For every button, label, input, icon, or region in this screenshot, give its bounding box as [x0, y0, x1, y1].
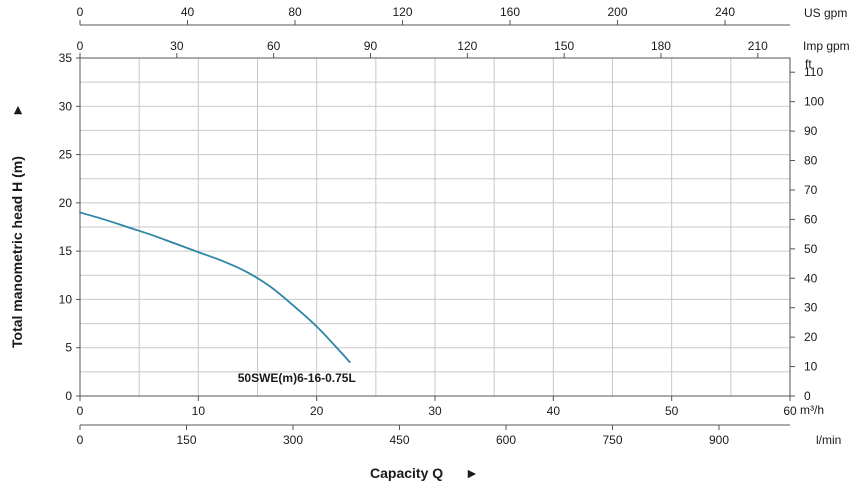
- x-tick-label: 40: [547, 404, 561, 418]
- usgpm-unit-label: US gpm: [804, 6, 847, 20]
- ft-tick-label: 30: [804, 301, 818, 315]
- ft-tick-label: 100: [804, 95, 824, 109]
- y-tick-label: 25: [59, 148, 73, 162]
- usgpm-tick-label: 80: [288, 5, 302, 19]
- series-curves: 50SWE(m)6-16-0.75L: [79, 211, 356, 385]
- impgpm-tick-label: 0: [77, 39, 84, 53]
- lmin-tick-label: 0: [77, 433, 84, 447]
- ft-tick-label: 70: [804, 183, 818, 197]
- ft-tick-label: 0: [804, 389, 811, 403]
- x-tick-label: 60: [783, 404, 797, 418]
- x-tick-label: 30: [428, 404, 442, 418]
- x-axis-arrow: ►: [465, 465, 479, 481]
- x-tick-label: 50: [665, 404, 679, 418]
- grid: [80, 58, 790, 396]
- ft-unit-label: ft: [805, 57, 812, 71]
- lmin-tick-label: 150: [176, 433, 196, 447]
- y-tick-label: 0: [65, 389, 72, 403]
- x-unit-label: m³/h: [800, 403, 824, 417]
- y-tick-label: 20: [59, 196, 73, 210]
- series-label: 50SWE(m)6-16-0.75L: [238, 371, 356, 385]
- y-tick-label: 35: [59, 51, 73, 65]
- lmin-tick-label: 900: [709, 433, 729, 447]
- ft-tick-label: 80: [804, 154, 818, 168]
- usgpm-tick-label: 200: [608, 5, 628, 19]
- y-tick-label: 15: [59, 244, 73, 258]
- impgpm-tick-label: 210: [748, 39, 768, 53]
- ft-tick-label: 90: [804, 124, 818, 138]
- impgpm-tick-label: 150: [554, 39, 574, 53]
- usgpm-tick-label: 160: [500, 5, 520, 19]
- ft-tick-label: 40: [804, 271, 818, 285]
- usgpm-tick-label: 0: [77, 5, 84, 19]
- y-tick-label: 5: [65, 341, 72, 355]
- y-axis-title: Total manometric head H (m): [9, 156, 25, 348]
- usgpm-tick-label: 240: [715, 5, 735, 19]
- y-tick-label: 30: [59, 99, 73, 113]
- y-axis-arrow: ►: [9, 103, 25, 117]
- x-tick-label: 10: [192, 404, 206, 418]
- ft-tick-label: 50: [804, 242, 818, 256]
- x-tick-label: 0: [77, 404, 84, 418]
- lmin-unit-label: l/min: [816, 433, 841, 447]
- ft-tick-label: 60: [804, 212, 818, 226]
- ft-tick-label: 10: [804, 360, 818, 374]
- series-line: [79, 211, 351, 364]
- x-tick-label: 20: [310, 404, 324, 418]
- lmin-tick-label: 750: [602, 433, 622, 447]
- impgpm-tick-label: 30: [170, 39, 184, 53]
- y-tick-label: 10: [59, 292, 73, 306]
- impgpm-tick-label: 180: [651, 39, 671, 53]
- lmin-tick-label: 300: [283, 433, 303, 447]
- lmin-tick-label: 450: [389, 433, 409, 447]
- y-axis-title-group: Total manometric head H (m) ►: [9, 103, 25, 348]
- usgpm-tick-label: 40: [181, 5, 195, 19]
- impgpm-tick-label: 60: [267, 39, 281, 53]
- lmin-tick-label: 600: [496, 433, 516, 447]
- impgpm-unit-label: Imp gpm: [803, 39, 850, 53]
- x-axis-title: Capacity Q: [370, 465, 443, 481]
- usgpm-tick-label: 120: [392, 5, 412, 19]
- ft-tick-label: 110: [804, 65, 823, 79]
- ft-tick-label: 20: [804, 330, 818, 344]
- impgpm-tick-label: 90: [364, 39, 378, 53]
- impgpm-tick-label: 120: [457, 39, 477, 53]
